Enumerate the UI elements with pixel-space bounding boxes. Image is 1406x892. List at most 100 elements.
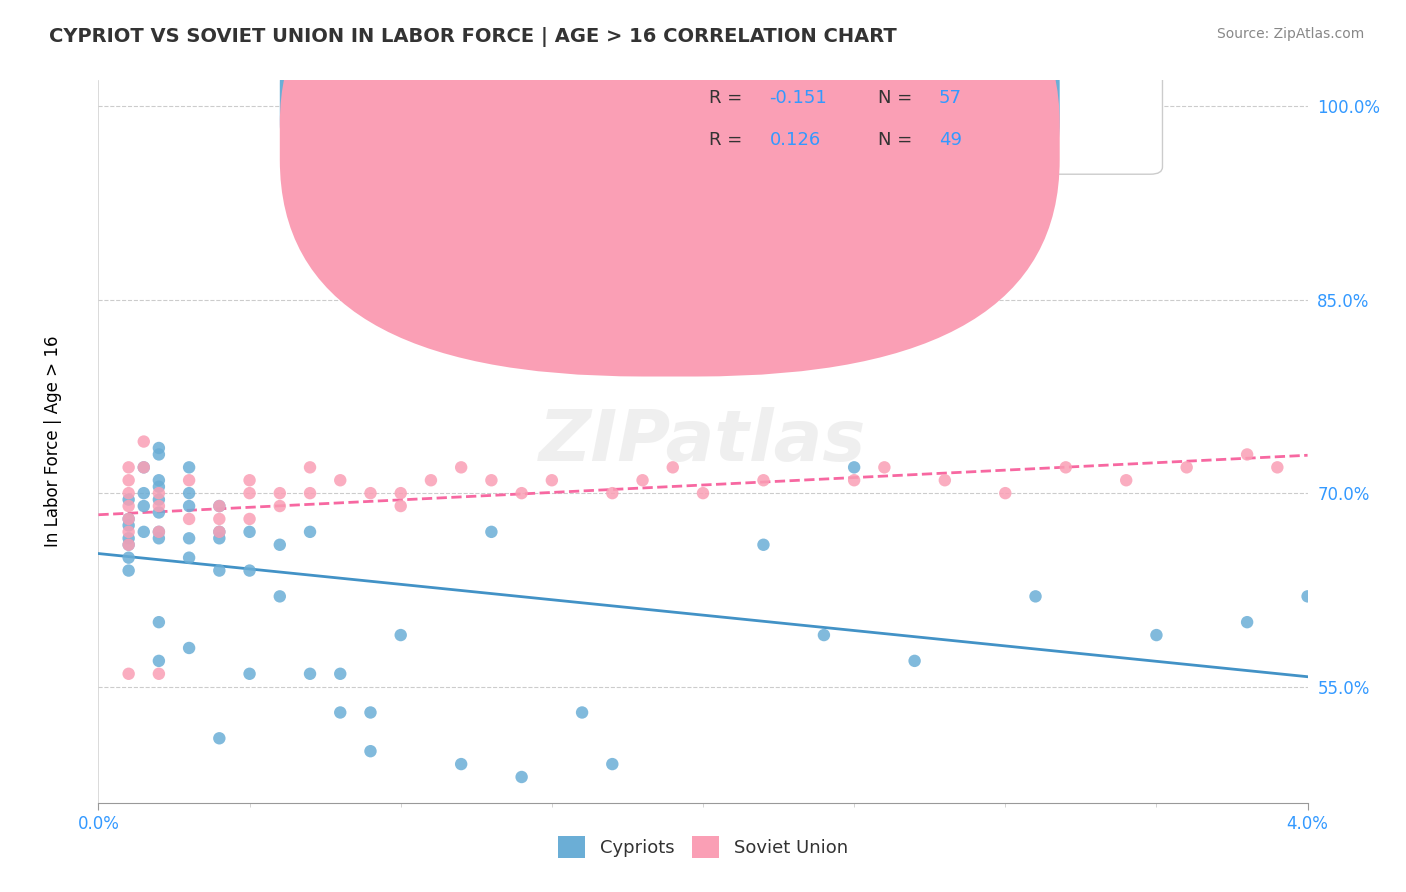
Point (118, 512, 141, 526)
Text: R =: R = (709, 89, 748, 107)
Point (1146, 628, 1168, 642)
Point (752, 473, 775, 487)
Point (148, 615, 170, 630)
Point (208, 499, 231, 513)
Point (208, 564, 231, 578)
Point (132, 499, 155, 513)
Point (208, 524, 231, 539)
Point (571, 706, 593, 720)
Point (360, 744, 382, 758)
Point (118, 518, 141, 533)
Point (148, 480, 170, 494)
Text: R =: R = (709, 130, 748, 149)
Point (269, 499, 291, 513)
Text: 49: 49 (939, 130, 962, 149)
Point (873, 460, 896, 475)
Point (148, 666, 170, 681)
Point (1236, 615, 1258, 630)
Point (118, 538, 141, 552)
Point (148, 506, 170, 520)
Point (132, 486, 155, 500)
Point (118, 550, 141, 565)
Point (239, 564, 262, 578)
Point (1267, 460, 1289, 475)
Point (148, 441, 170, 455)
Point (118, 524, 141, 539)
Point (239, 473, 262, 487)
Point (631, 473, 654, 487)
Point (132, 460, 155, 475)
Point (329, 706, 352, 720)
Point (132, 434, 155, 449)
Text: Source: ZipAtlas.com: Source: ZipAtlas.com (1216, 27, 1364, 41)
Point (1054, 460, 1077, 475)
Point (269, 486, 291, 500)
Point (118, 492, 141, 507)
Point (994, 486, 1017, 500)
Point (299, 486, 322, 500)
Text: ZIPatlas: ZIPatlas (540, 407, 866, 476)
Point (179, 499, 201, 513)
Point (752, 538, 775, 552)
Point (118, 473, 141, 487)
Point (179, 531, 201, 545)
Text: -0.151: -0.151 (769, 89, 827, 107)
Point (389, 486, 412, 500)
Point (1175, 460, 1198, 475)
Text: CYPRIOT VS SOVIET UNION IN LABOR FORCE | AGE > 16 CORRELATION CHART: CYPRIOT VS SOVIET UNION IN LABOR FORCE |… (49, 27, 897, 46)
Point (844, 473, 866, 487)
Point (1115, 473, 1137, 487)
Point (661, 460, 683, 475)
Point (1025, 590, 1047, 604)
Point (299, 524, 322, 539)
Point (179, 460, 201, 475)
Point (360, 486, 382, 500)
Point (269, 538, 291, 552)
Point (239, 512, 262, 526)
Point (179, 640, 201, 655)
Point (269, 590, 291, 604)
Point (813, 628, 835, 642)
Point (299, 666, 322, 681)
Point (118, 531, 141, 545)
Point (450, 757, 472, 772)
Point (510, 770, 533, 784)
Point (148, 492, 170, 507)
Point (329, 666, 352, 681)
Point (692, 486, 714, 500)
Point (208, 531, 231, 545)
Point (934, 473, 956, 487)
Point (420, 473, 443, 487)
Point (148, 654, 170, 668)
Point (208, 731, 231, 746)
Y-axis label: In Labor Force | Age > 16: In Labor Force | Age > 16 (44, 335, 62, 548)
Point (389, 628, 412, 642)
Text: 57: 57 (939, 89, 962, 107)
Point (602, 757, 624, 772)
Point (179, 486, 201, 500)
Point (208, 524, 231, 539)
Point (148, 473, 170, 487)
Point (148, 524, 170, 539)
Point (132, 460, 155, 475)
Point (118, 666, 141, 681)
Point (481, 473, 503, 487)
Point (208, 512, 231, 526)
Text: N =: N = (879, 130, 918, 149)
FancyBboxPatch shape (280, 0, 1060, 337)
Point (239, 524, 262, 539)
Legend: Cypriots, Soviet Union: Cypriots, Soviet Union (551, 829, 855, 865)
Text: N =: N = (879, 89, 918, 107)
Point (118, 564, 141, 578)
Point (239, 666, 262, 681)
FancyBboxPatch shape (280, 0, 1060, 376)
Point (118, 512, 141, 526)
Point (329, 473, 352, 487)
Point (1236, 447, 1258, 461)
Point (360, 706, 382, 720)
Point (239, 486, 262, 500)
Point (148, 531, 170, 545)
Text: 0.126: 0.126 (769, 130, 821, 149)
Point (904, 654, 927, 668)
Point (299, 460, 322, 475)
